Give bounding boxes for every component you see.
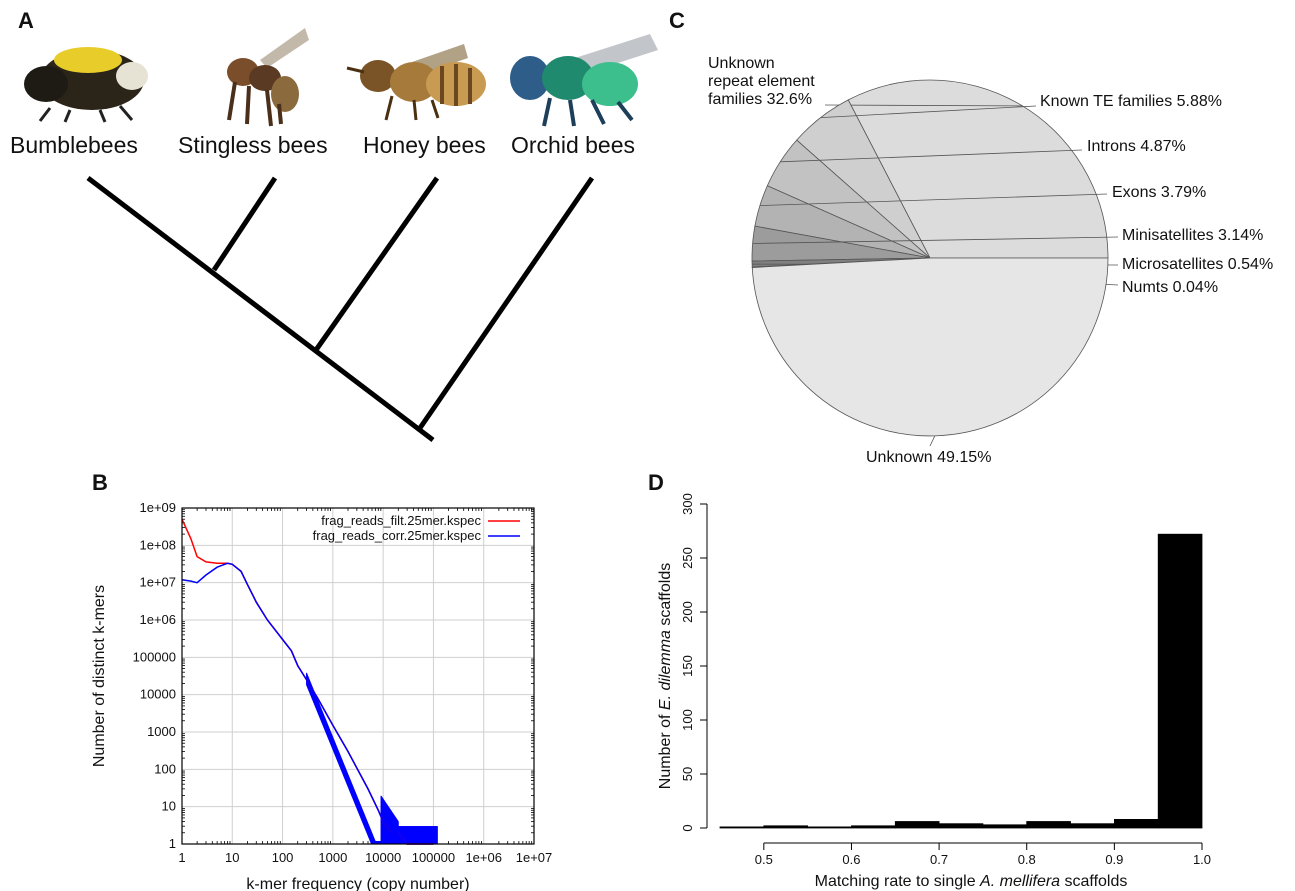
y-axis-label-part-1: E. dilemma: [657, 630, 674, 710]
y-tick-label-0: 1: [169, 836, 176, 851]
y-axis-label-part-0: Number of: [657, 710, 674, 789]
panel-letter-b: B: [92, 470, 108, 495]
histogram-bar-10: [1157, 533, 1203, 829]
y-tick-label-6: 300: [680, 493, 695, 515]
x-tick-label-1: 10: [225, 850, 239, 865]
plot-frame-b: [181, 507, 535, 845]
y-axis-label: Number of E. dilemma scaffolds: [657, 563, 674, 789]
tree-branch-honey: [313, 176, 440, 352]
legend-label-1: frag_reads_corr.25mer.kspec: [313, 528, 482, 543]
pie-label-7-0: Unknown 49.15%: [866, 449, 991, 466]
x-tick-label-4: 10000: [365, 850, 401, 865]
y-tick-label-2: 100: [154, 761, 176, 776]
taxon-label-orchid-bees: Orchid bees: [511, 132, 636, 158]
pie-leader-line-1: [820, 105, 1037, 118]
matching-rate-histogram: 0.5 0.6 0.7 0.8 0.9 1.0 0 50 100 150 200 250 300 Matc…: [657, 493, 1211, 890]
y-tick-label-8: 1e+08: [139, 537, 176, 552]
histogram-bar-7: [1026, 821, 1071, 829]
x-tick-label-2: 0.7: [930, 852, 948, 867]
y-tick-label-7: 1e+07: [139, 575, 176, 590]
panel-letter-c: C: [669, 8, 685, 33]
pie-label-0-2: families 32.6%: [708, 91, 812, 108]
y-tick-label-2: 100: [680, 709, 695, 731]
y-axis-label-part-2: scaffolds: [657, 563, 674, 630]
panel-letter-a: A: [18, 8, 34, 33]
y-tick-label-1: 50: [680, 767, 695, 781]
pie-label-0-0: Unknown: [708, 55, 775, 72]
x-tick-label-3: 0.8: [1018, 852, 1036, 867]
histogram-bar-0: [719, 826, 765, 829]
y-axis-label: Number of distinct k-mers: [91, 585, 108, 767]
x-tick-label-1: 0.6: [842, 852, 860, 867]
pie-label-0-1: repeat element: [708, 73, 815, 90]
pie-label-4-0: Minisatellites 3.14%: [1122, 227, 1263, 244]
histogram-bar-5: [938, 823, 984, 829]
taxon-label-bumblebees: Bumblebees: [10, 132, 138, 158]
y-tick-label-3: 1000: [147, 724, 176, 739]
x-tick-label-5: 1.0: [1193, 852, 1211, 867]
panel-letter-d: D: [648, 470, 664, 495]
x-axis-label-part-0: Matching rate to single: [815, 873, 980, 890]
y-tick-label-4: 200: [680, 601, 695, 623]
x-axis-label-part-2: scaffolds: [1060, 873, 1127, 890]
tree-branch-trunk: [86, 176, 435, 442]
y-tick-label-1: 10: [162, 799, 176, 814]
histogram-bar-9: [1114, 819, 1159, 829]
x-tick-label-2: 100: [272, 850, 294, 865]
taxon-label-stingless-bees: Stingless bees: [178, 132, 328, 158]
tree-branch-stingless: [211, 176, 278, 272]
series-line-1: [181, 562, 434, 845]
pie-leader-line-4: [752, 236, 1119, 244]
y-tick-label-6: 1e+06: [139, 612, 176, 627]
histogram-bar-8: [1070, 823, 1115, 829]
legend-label-0: frag_reads_filt.25mer.kspec: [321, 513, 481, 528]
x-axis-label-part-1: A. mellifera: [979, 873, 1060, 890]
x-tick-label-7: 1e+07: [516, 850, 553, 865]
pie-leader-line-7: [929, 435, 936, 447]
y-tick-label-0: 0: [680, 824, 695, 831]
pie-slice-0: [847, 79, 1109, 259]
histogram-bar-3: [851, 825, 896, 829]
taxon-label-honey-bees: Honey bees: [363, 132, 486, 158]
honey-bee-image: [346, 44, 486, 121]
histogram-bar-1: [763, 825, 808, 829]
phylogenetic-tree: [86, 176, 595, 442]
x-axis-label: k-mer frequency (copy number): [246, 876, 469, 891]
y-tick-label-9: 1e+09: [139, 500, 176, 515]
x-tick-label-5: 100000: [412, 850, 455, 865]
pie-label-6-0: Numts 0.04%: [1122, 279, 1218, 296]
x-tick-label-0: 0.5: [755, 852, 773, 867]
pie-slice-7: [751, 257, 1109, 437]
x-tick-label-4: 0.9: [1105, 852, 1123, 867]
pie-leader-line-2: [780, 149, 1083, 163]
y-tick-label-4: 10000: [140, 687, 176, 702]
pie-label-2-0: Introns 4.87%: [1087, 138, 1186, 155]
orchid-bee-image: [510, 34, 658, 127]
histogram-bar-4: [894, 821, 940, 829]
y-tick-label-5: 250: [680, 547, 695, 569]
stingless-bee-image: [227, 28, 309, 127]
x-axis-label: Matching rate to single A. mellifera sca…: [815, 873, 1128, 890]
histogram-bar-2: [807, 826, 852, 829]
pie-label-5-0: Microsatellites 0.54%: [1122, 256, 1273, 273]
kmer-spectrum-chart: 1 10 100 1000 10000 100000 1e+06 1e+07 1 10 100 100…: [91, 500, 552, 891]
x-tick-label-6: 1e+06: [465, 850, 502, 865]
pie-label-3-0: Exons 3.79%: [1112, 184, 1206, 201]
y-tick-label-3: 150: [680, 655, 695, 677]
x-tick-label-0: 1: [178, 850, 185, 865]
pie-leader-line-0: [824, 104, 1023, 107]
tree-branch-orchid: [417, 176, 595, 430]
kmer-tail-noise: [306, 672, 438, 844]
histogram-bar-6: [982, 824, 1028, 829]
bumblebee-image: [24, 47, 148, 123]
x-tick-label-3: 1000: [318, 850, 347, 865]
y-tick-label-5: 100000: [133, 649, 176, 664]
pie-label-1-0: Known TE families 5.88%: [1040, 93, 1222, 110]
legend-b: frag_reads_filt.25mer.kspecfrag_reads_co…: [313, 513, 520, 543]
pie-leader-line-3: [759, 193, 1108, 206]
